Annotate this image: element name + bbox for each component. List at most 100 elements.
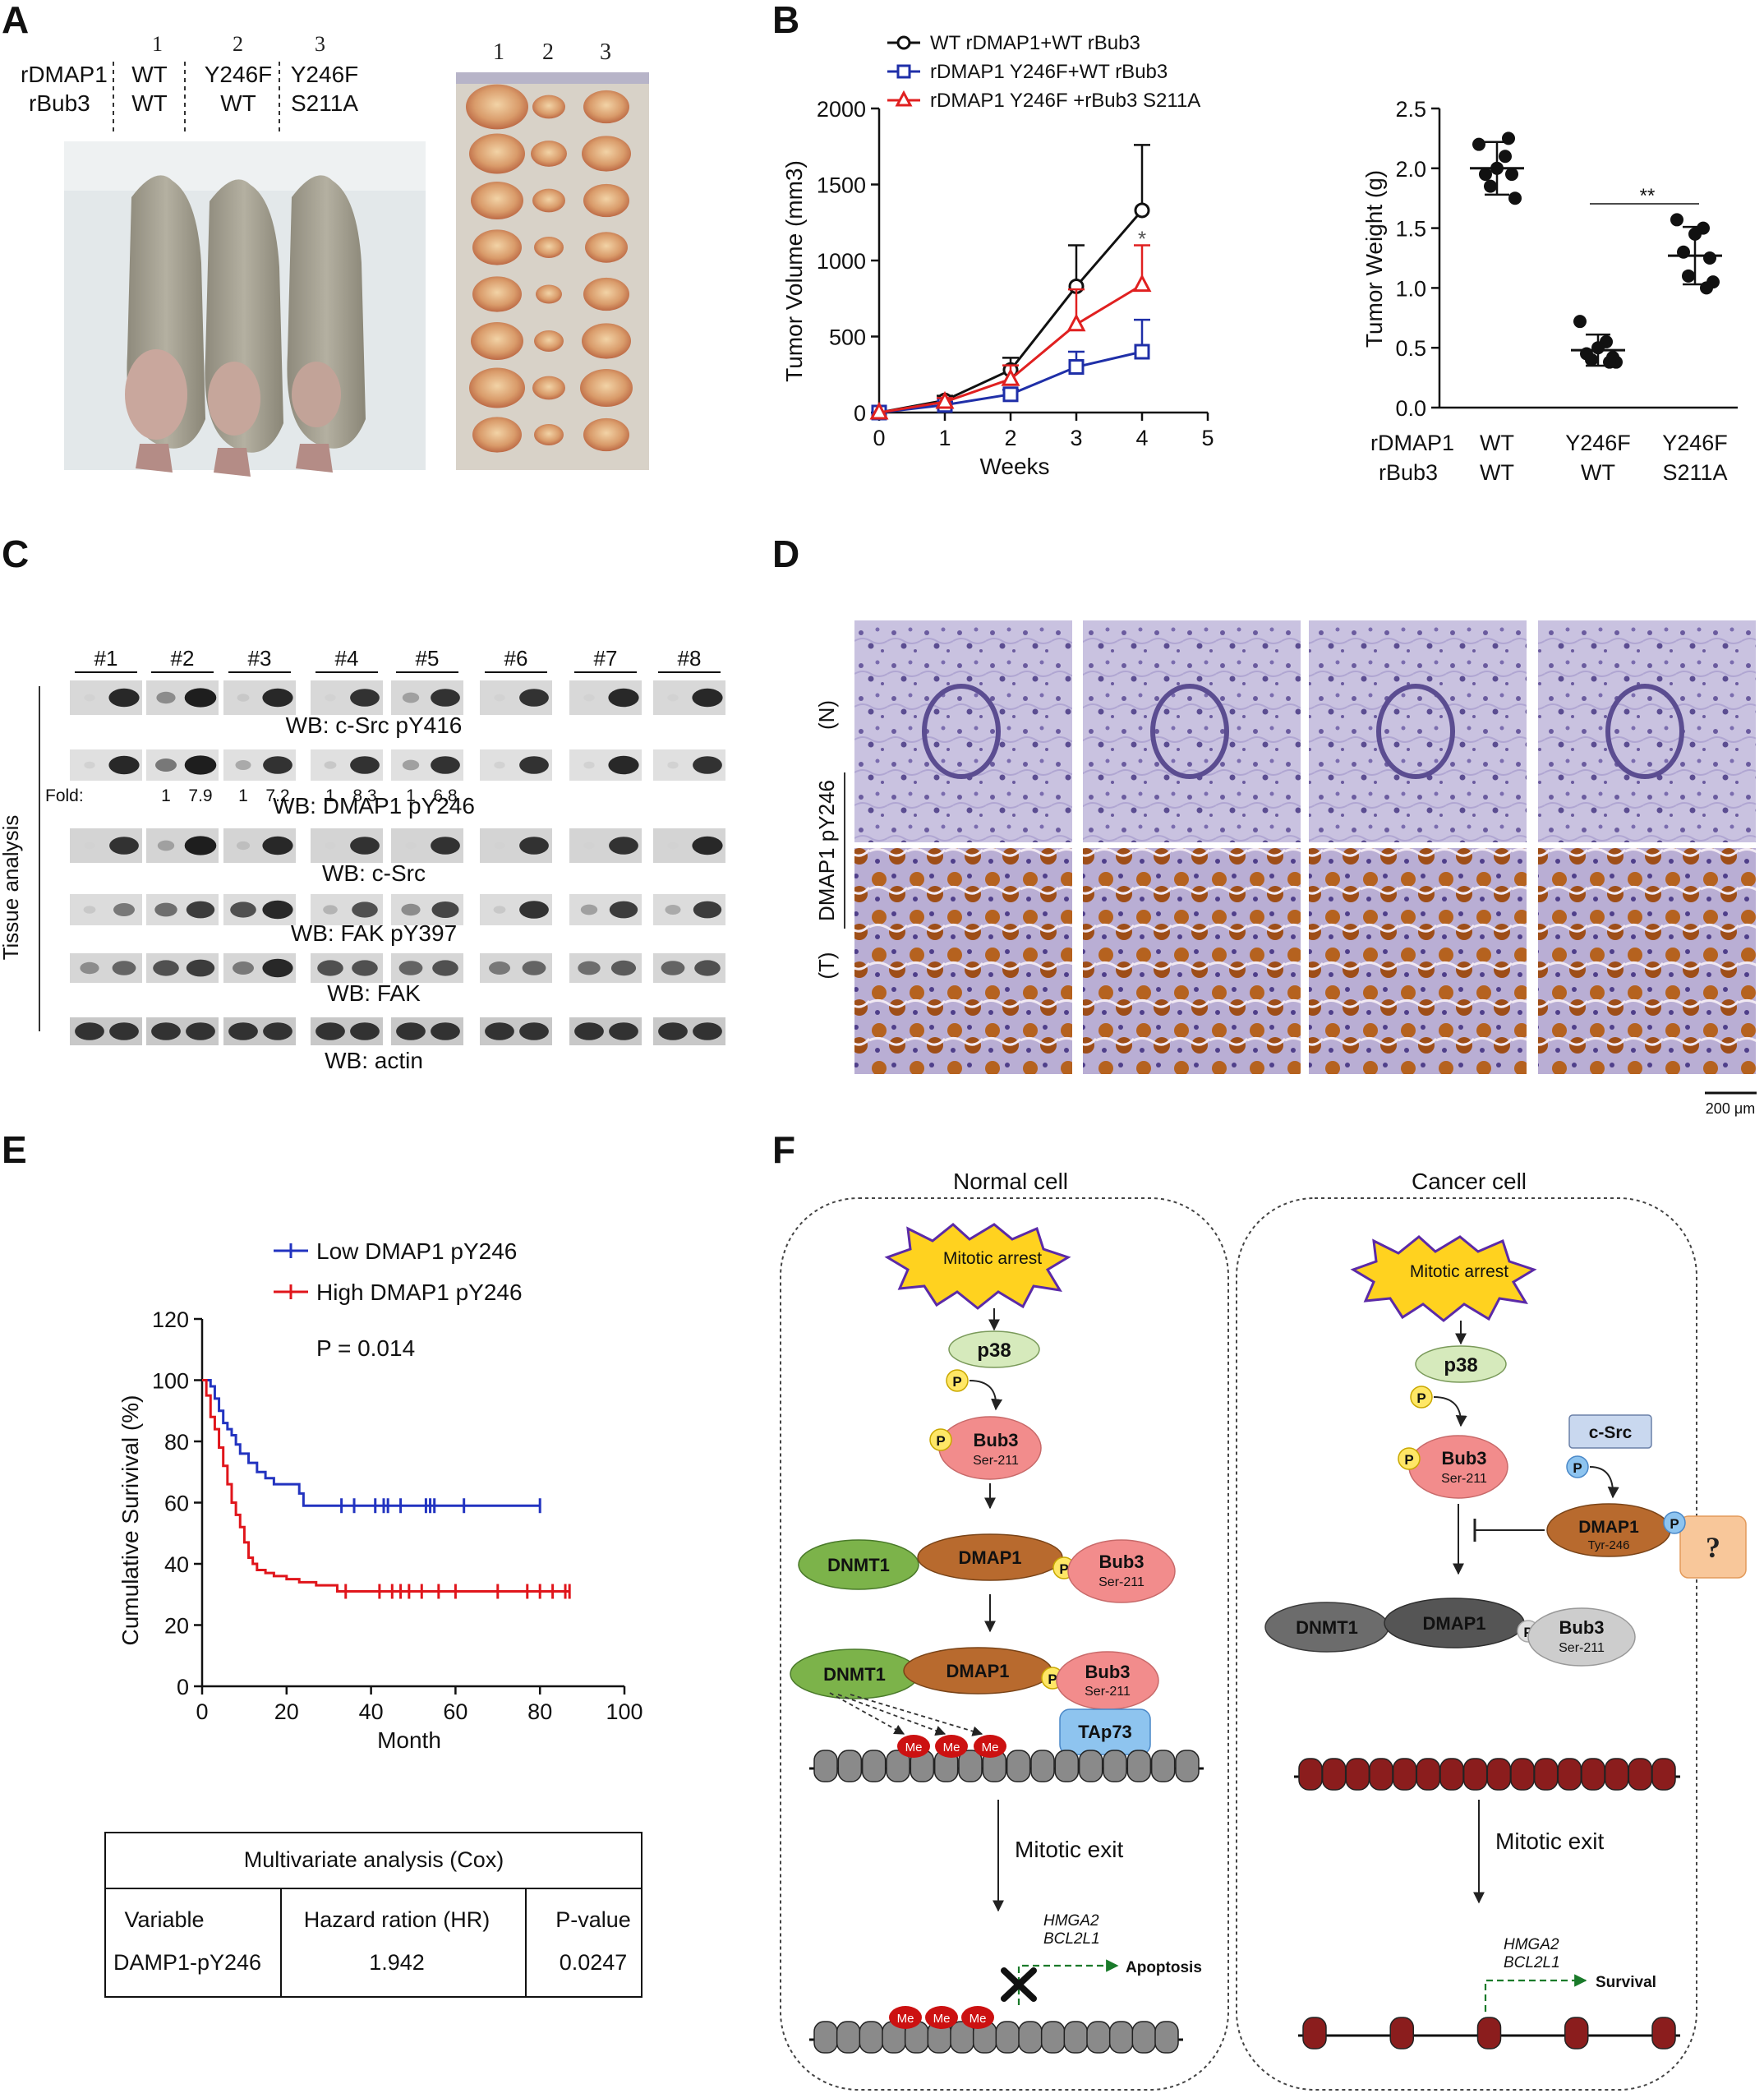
rbub3-value-3: S211A [291, 90, 358, 116]
blot-band [693, 756, 722, 774]
blot-band [489, 961, 510, 975]
fold-value: 1 [325, 786, 335, 805]
data-point [1703, 251, 1716, 265]
nucleosome [1476, 2017, 1502, 2050]
tumor-specimen [532, 188, 565, 213]
nucleosome [1345, 1758, 1370, 1791]
gland-outline [922, 684, 1001, 779]
x-axis-label: Weeks [979, 454, 1049, 479]
gland-outline [1605, 684, 1684, 779]
bub3-node [1067, 1539, 1176, 1603]
normal-cell-boundary [780, 1197, 1229, 2091]
p38-node [1415, 1345, 1507, 1383]
data-point [1688, 227, 1702, 241]
data-point [1490, 161, 1504, 175]
normal-cell-diagram: Normal cell Mitotic arrest p38 P P Bub3 … [780, 1169, 1229, 2091]
blot-band [608, 755, 639, 775]
fold-value: 6.8 [433, 786, 457, 805]
blot-band [151, 1022, 181, 1040]
panel-a-label: A [2, 0, 29, 41]
table-header-hr: Hazard ration (HR) [304, 1907, 491, 1932]
x-axis-label: Month [377, 1727, 441, 1753]
blot-band [184, 688, 217, 708]
mitotic-arrest-star-icon [1350, 1235, 1537, 1322]
blot-band [396, 1022, 426, 1040]
methylation-arrows [829, 1692, 983, 1736]
methyl-label: Me [982, 1741, 999, 1754]
blot-band [661, 961, 685, 975]
x-tick-label: 3 [1070, 426, 1082, 450]
nucleosome [1298, 1758, 1323, 1791]
panel-c: C Tissue analysis #1 #2 #3 #4 #5 #6 #7 #8 WB: c-… [0, 533, 725, 1073]
cancer-cell-diagram: Cancer cell Mitotic arrest p38 P P Bub3 … [1236, 1169, 1747, 2091]
x-tick-label: 20 [274, 1699, 299, 1724]
nucleosome [1078, 1750, 1103, 1782]
x-tick-label: 40 [359, 1699, 384, 1724]
mitotic-arrest-star-icon [884, 1223, 1071, 1310]
tumor-lane-number-2: 2 [542, 39, 554, 65]
ser211-label: Ser-211 [1441, 1472, 1487, 1486]
blot-band [83, 906, 96, 914]
gene-bcl2l1-label: BCL2L1 [1043, 1930, 1100, 1948]
blot-band [485, 1022, 514, 1040]
unknown-factor-label: ? [1706, 1531, 1720, 1564]
blot-band [186, 901, 215, 919]
blot-band [667, 842, 679, 850]
tumor-specimen [472, 276, 522, 312]
nucleosome [1150, 1750, 1176, 1782]
data-point [1134, 202, 1150, 219]
phospho-label: P [1404, 1452, 1413, 1468]
nucleosome [861, 1750, 887, 1782]
nucleosome [1175, 1750, 1200, 1782]
survival-label: Survival [1596, 1974, 1656, 1991]
y-tick-label: 2.5 [1395, 97, 1426, 122]
dnmt1-label: DNMT1 [1296, 1617, 1358, 1638]
blot-band [494, 842, 505, 850]
bub3-label: Bub3 [1099, 1552, 1145, 1572]
nucleosome [1018, 2021, 1043, 2054]
tap73-label: TAp73 [1078, 1722, 1132, 1742]
table-header-pvalue: P-value [555, 1907, 631, 1932]
data-point [1677, 245, 1690, 259]
blot-band [325, 842, 336, 850]
rbub3-value-1: WT [131, 90, 168, 116]
nucleosome [836, 2021, 861, 2054]
nucleosome [1040, 2021, 1066, 2054]
nucleosome [1389, 2017, 1414, 2050]
blot-band [108, 688, 140, 708]
blot-band [235, 760, 251, 770]
legend-label: WT rDMAP1+WT rBub3 [930, 32, 1140, 54]
nucleosome [1063, 2021, 1089, 2054]
nucleosome [1131, 2021, 1157, 2054]
y-tick-label: 1.0 [1395, 276, 1426, 301]
blot-band [186, 1022, 215, 1040]
blot-band [262, 958, 293, 978]
gene-hmga2-label: HMGA2 [1043, 1912, 1099, 1930]
methyl-label: Me [943, 1741, 960, 1754]
category-label: WT [1480, 460, 1514, 485]
p-value-label: P = 0.014 [316, 1335, 415, 1361]
y-tick-label: 2000 [817, 97, 866, 122]
phospho-icon [1663, 1511, 1686, 1534]
gland-outline [1376, 684, 1455, 779]
blot-band [230, 901, 256, 918]
fold-value: 1 [161, 786, 171, 805]
methyl-marks: Me Me Me [897, 1735, 1006, 1758]
blot-band [431, 689, 460, 707]
dnmt1-node [798, 1539, 919, 1590]
tumor-lane-number-3: 3 [600, 39, 611, 65]
y-tick-label: 1000 [817, 249, 866, 274]
nucleosome [886, 1750, 910, 1782]
category-label: S211A [1662, 460, 1727, 485]
data-point [1700, 281, 1713, 295]
data-point [1132, 274, 1152, 293]
y-tick-label: 0 [177, 1675, 189, 1699]
nucleosome [1439, 1758, 1464, 1791]
unknown-factor-node [1679, 1515, 1747, 1579]
nucleosome [1651, 1758, 1676, 1791]
cancer-cell-boundary [1236, 1197, 1697, 2091]
tumor-specimen [531, 141, 567, 167]
ihc-tumor-tile [854, 848, 1072, 1074]
data-point [1066, 313, 1086, 332]
legend-label: High DMAP1 pY246 [316, 1280, 523, 1305]
